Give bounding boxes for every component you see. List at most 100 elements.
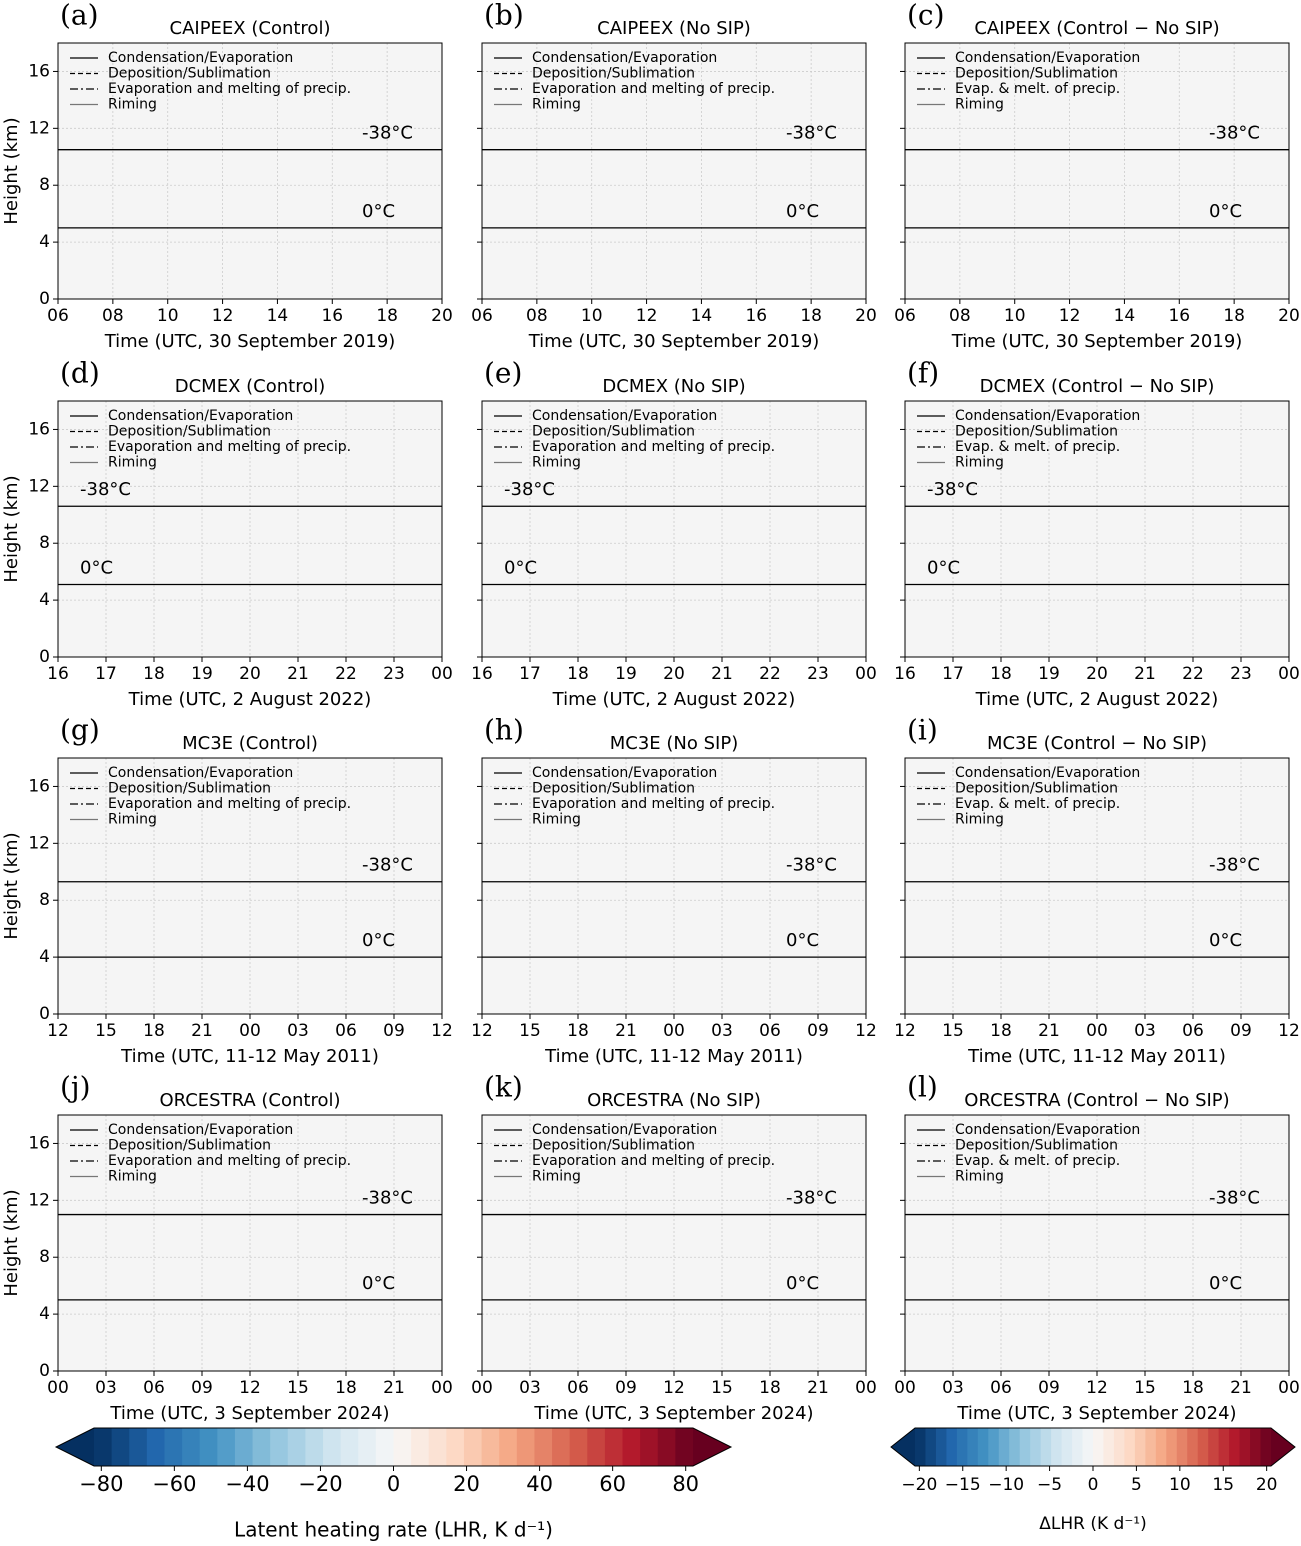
panel-letter: (j) [60, 1071, 91, 1104]
plot-area [905, 43, 1289, 299]
legend-label: Evaporation and melting of precip. [532, 81, 775, 97]
colorbar-bin [94, 1428, 113, 1466]
isotherm-label: 0°C [927, 557, 960, 578]
x-tick-label: 21 [1230, 1378, 1252, 1398]
legend-label: Evap. & melt. of precip. [955, 81, 1120, 97]
legend-label: Condensation/Evaporation [955, 1122, 1140, 1138]
legend-label: Condensation/Evaporation [108, 408, 293, 424]
x-tick-label: 00 [663, 1021, 685, 1041]
colorbar-bin [569, 1428, 588, 1466]
colorbar-bin [675, 1428, 694, 1466]
legend-label: Deposition/Sublimation [955, 1138, 1118, 1154]
x-tick-label: 12 [855, 1021, 877, 1041]
isotherm-label: 0°C [1209, 1273, 1242, 1294]
plot-area [58, 43, 442, 299]
colorbar-bin [481, 1428, 500, 1466]
y-tick-label: 16 [28, 61, 50, 81]
panel-title: MC3E (Control − No SIP) [987, 733, 1207, 754]
plot-frame [57, 1114, 443, 1372]
x-tick-label: 18 [143, 1021, 165, 1041]
x-axis-label: Time (UTC, 11-12 May 2011) [967, 1046, 1226, 1067]
plot-frame [57, 757, 443, 1015]
colorbar-bin [1145, 1428, 1157, 1466]
colorbar-bin [375, 1428, 394, 1466]
colorbar-frame [54, 1427, 733, 1467]
x-tick-label: 23 [383, 664, 405, 684]
panel-title: CAIPEEX (No SIP) [597, 18, 751, 39]
legend-label: Condensation/Evaporation [108, 765, 293, 781]
y-tick-label: 8 [39, 890, 50, 910]
y-tick-label: 8 [39, 1247, 50, 1267]
colorbar-bin [534, 1428, 553, 1466]
y-tick-label: 4 [39, 1304, 50, 1324]
y-tick-label: 0 [39, 289, 50, 309]
x-tick-label: 18 [567, 664, 589, 684]
colorbar-bin [552, 1428, 571, 1466]
x-tick-label: 17 [942, 664, 964, 684]
colorbar-bin [270, 1428, 289, 1466]
plot-frame [57, 400, 443, 658]
x-tick-label: 09 [191, 1378, 213, 1398]
legend-label: Deposition/Sublimation [532, 781, 695, 797]
x-tick-label: 03 [1134, 1021, 1156, 1041]
x-tick-label: 10 [581, 306, 603, 326]
panel-title: CAIPEEX (Control) [170, 18, 331, 39]
x-tick-label: 18 [376, 306, 398, 326]
panel-letter: (e) [484, 357, 522, 390]
x-tick-label: 00 [471, 1378, 493, 1398]
x-tick-label: 15 [711, 1378, 733, 1398]
panel-title: CAIPEEX (Control − No SIP) [974, 18, 1219, 39]
panel-letter: (i) [907, 714, 938, 747]
plot-frame [481, 400, 867, 658]
colorbar-bin [977, 1428, 989, 1466]
x-tick-label: 12 [239, 1378, 261, 1398]
isotherm-label: 0°C [1209, 201, 1242, 222]
y-tick-label: 12 [28, 1190, 50, 1210]
x-tick-label: 06 [47, 306, 69, 326]
colorbar-bin [1103, 1428, 1115, 1466]
legend-label: Evap. & melt. of precip. [955, 439, 1120, 455]
x-axis-label: Time (UTC, 3 September 2024) [109, 1403, 389, 1424]
x-tick-label: 21 [287, 664, 309, 684]
x-tick-label: 20 [855, 306, 877, 326]
isotherm-label: 0°C [362, 930, 395, 951]
colorbar-tick-label: 0 [1088, 1475, 1099, 1495]
legend-label: Riming [955, 455, 1004, 471]
colorbar-tick-label: 15 [1212, 1475, 1234, 1495]
panel-letter: (h) [484, 714, 524, 747]
colorbar-bin [1124, 1428, 1136, 1466]
colorbar-bin [111, 1428, 130, 1466]
x-tick-label: 18 [1182, 1378, 1204, 1398]
x-tick-label: 21 [711, 664, 733, 684]
isotherm-label: -38°C [362, 123, 413, 144]
colorbar-bin [199, 1428, 218, 1466]
colorbar-bin [998, 1428, 1010, 1466]
x-tick-label: 00 [239, 1021, 261, 1041]
x-tick-label: 08 [526, 306, 548, 326]
x-tick-label: 16 [894, 664, 916, 684]
isotherm-label: 0°C [362, 1273, 395, 1294]
colorbar-bin [1250, 1428, 1262, 1466]
x-tick-label: 15 [287, 1378, 309, 1398]
colorbar-tick-label: 60 [599, 1472, 626, 1496]
legend-label: Evaporation and melting of precip. [108, 1153, 351, 1169]
x-tick-label: 20 [431, 306, 453, 326]
legend-label: Riming [955, 812, 1004, 828]
colorbar-bin [393, 1428, 412, 1466]
colorbar-tick-label: −60 [152, 1472, 196, 1496]
x-tick-label: 15 [519, 1021, 541, 1041]
x-tick-label: 03 [519, 1378, 541, 1398]
x-tick-label: 00 [1278, 664, 1300, 684]
panel-letter: (a) [60, 0, 99, 32]
colorbar-bin [463, 1428, 483, 1466]
plot-frame [904, 757, 1290, 1015]
legend-label: Deposition/Sublimation [108, 1138, 271, 1154]
colorbar-tick-label: −80 [79, 1472, 123, 1496]
legend-label: Riming [108, 812, 157, 828]
legend-label: Deposition/Sublimation [955, 781, 1118, 797]
colorbar-bin [1166, 1428, 1178, 1466]
isotherm-label: -38°C [362, 855, 413, 876]
colorbar-bin [1218, 1428, 1230, 1466]
x-tick-label: 09 [1038, 1378, 1060, 1398]
